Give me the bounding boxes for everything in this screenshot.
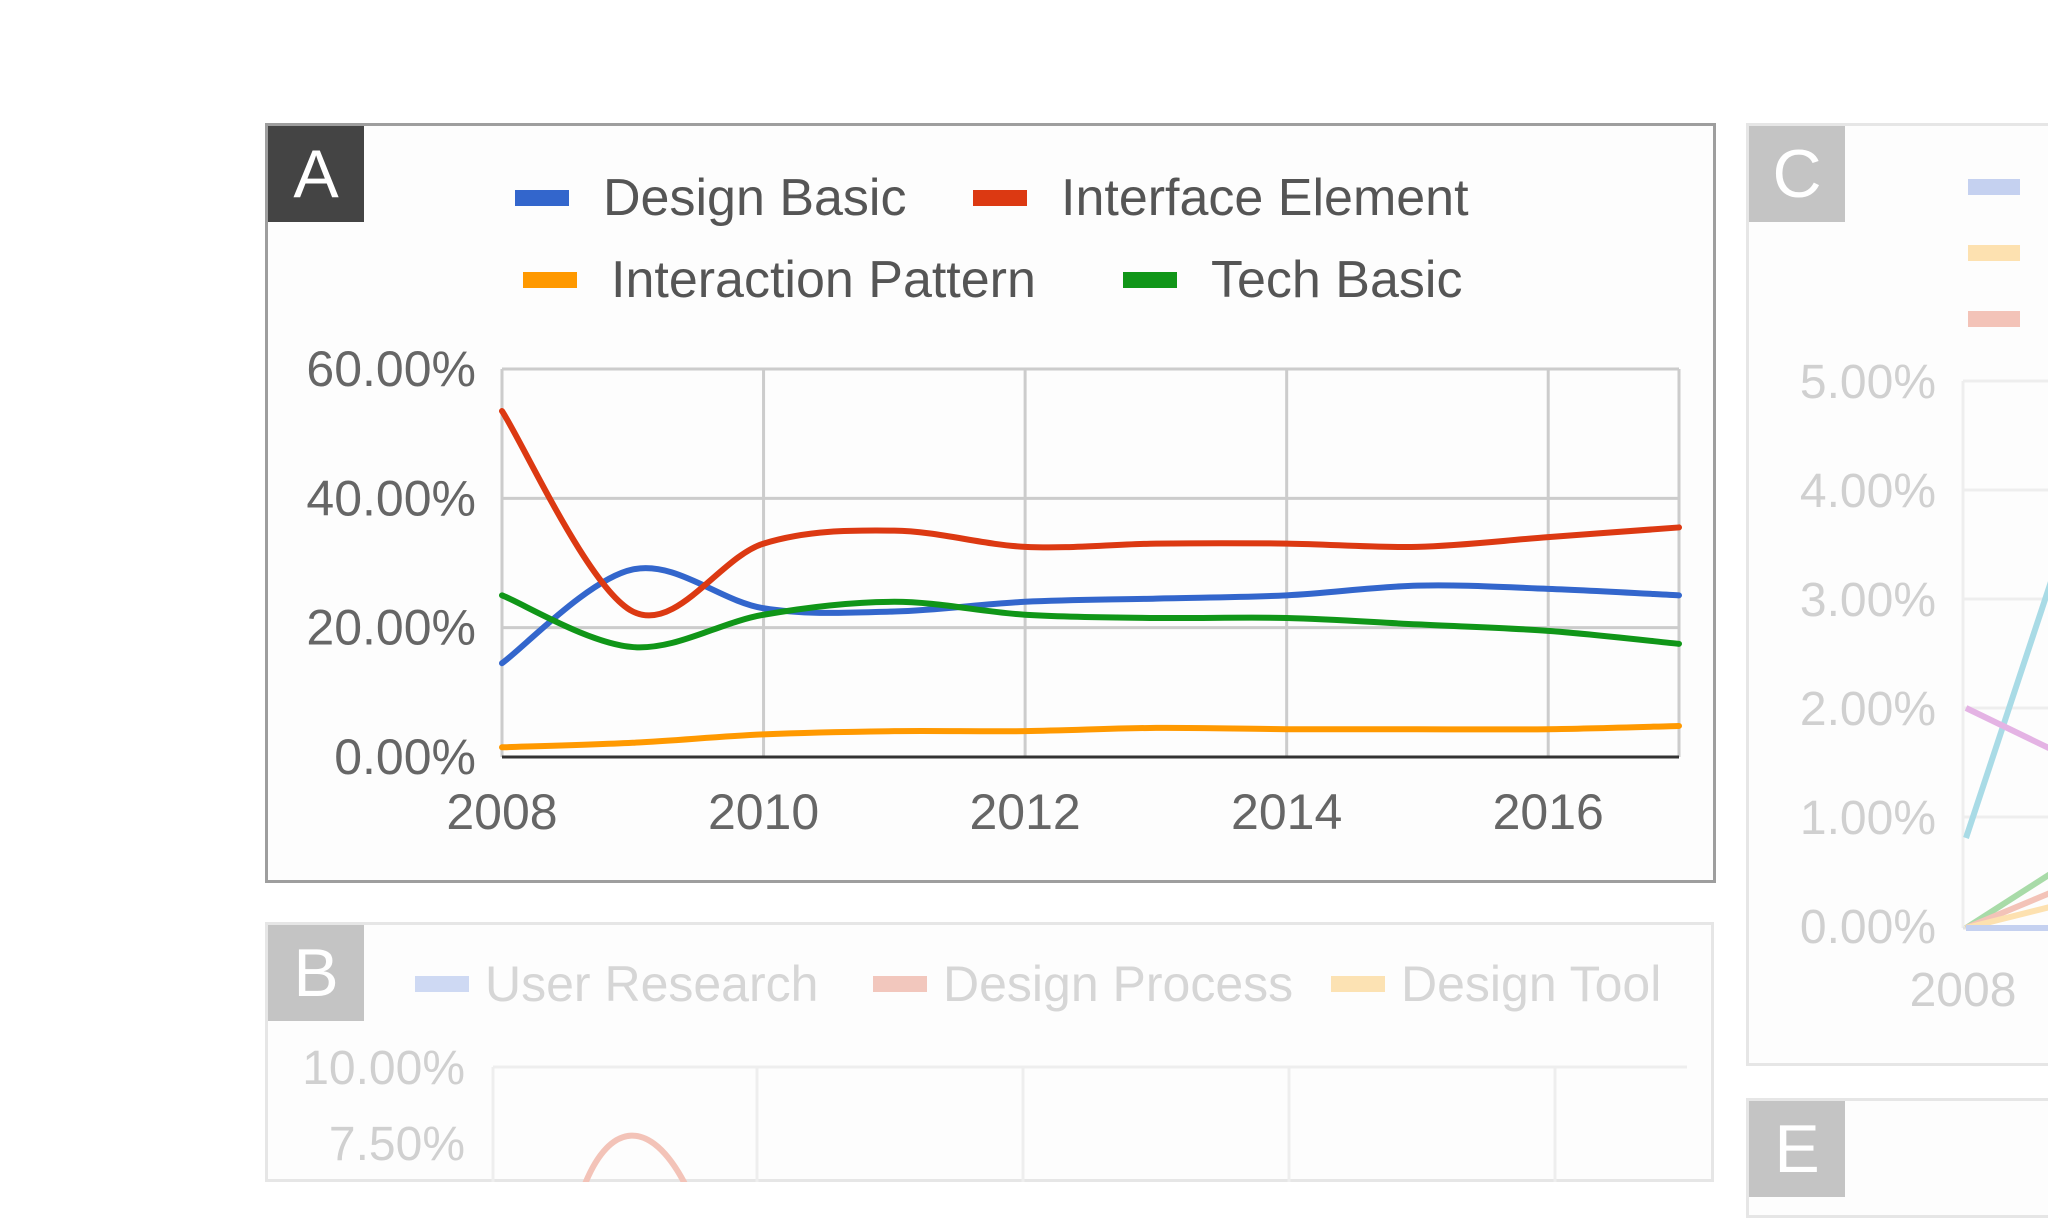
- legend-swatch: [973, 190, 1027, 206]
- legend-item-design-basic: Design Basic: [515, 168, 906, 228]
- legend-swatch: [515, 190, 569, 206]
- panel-c: C 5.00% 4.00% 3.00% 2.00% 1.00% 0.00% 20…: [1746, 123, 2048, 1066]
- y-tick-label: 0.00%: [1800, 901, 1936, 954]
- legend-label: Tech Basic: [1211, 251, 1463, 309]
- legend-swatch: [1123, 272, 1177, 288]
- y-tick-label: 7.50%: [329, 1118, 465, 1171]
- series-line: [1964, 705, 2048, 751]
- series-line: [1963, 581, 2048, 839]
- series-line: [1964, 871, 2048, 931]
- panel-e-label: E: [1749, 1101, 1845, 1197]
- legend-swatch: [873, 976, 927, 992]
- legend-swatch: [1968, 311, 2020, 327]
- series-line: [1964, 890, 2048, 931]
- legend-label: Design Basic: [603, 169, 907, 227]
- legend-item-interaction-pattern: Interaction Pattern: [523, 250, 1036, 310]
- panel-b-plot: 10.00% 7.50%: [302, 1042, 1687, 1182]
- series-line: [1965, 904, 2048, 931]
- legend-label: Interface Element: [1061, 169, 1469, 227]
- panel-e: E: [1746, 1098, 2048, 1218]
- panel-c-label: C: [1749, 126, 1845, 222]
- y-tick-label: 10.00%: [302, 1042, 465, 1095]
- legend-label: Design Process: [943, 956, 1294, 1012]
- panel-a-label: A: [268, 126, 364, 222]
- x-tick-label: 2008: [1910, 964, 2017, 1017]
- y-tick-label: 1.00%: [1800, 792, 1936, 845]
- y-tick-label: 3.00%: [1800, 574, 1936, 627]
- y-tick-label: 4.00%: [1800, 465, 1936, 518]
- y-tick-label: 5.00%: [1800, 356, 1936, 409]
- legend-item-tech-basic: Tech Basic: [1123, 250, 1462, 310]
- legend-swatch: [1331, 976, 1385, 992]
- legend-swatch: [415, 976, 469, 992]
- y-tick-label: 2.00%: [1800, 683, 1936, 736]
- design-process-line: [582, 1132, 688, 1182]
- legend-item-interface-element: Interface Element: [973, 168, 1469, 228]
- legend-item-design-process: Design Process: [873, 955, 1293, 1013]
- panel-a: A Design Basic Interface Element Interac…: [265, 123, 1716, 883]
- panel-c-plot: 5.00% 4.00% 3.00% 2.00% 1.00% 0.00% 2008: [1800, 356, 2048, 1017]
- legend-swatch: [1968, 245, 2020, 261]
- legend-swatch: [523, 272, 577, 288]
- legend-item-design-tool: Design Tool: [1331, 955, 1661, 1013]
- legend-swatch: [1968, 179, 2020, 195]
- legend-item-user-research: User Research: [415, 955, 818, 1013]
- panel-b: B User Research Design Process Design To…: [265, 922, 1714, 1182]
- legend-label: Interaction Pattern: [611, 251, 1036, 309]
- legend-label: User Research: [485, 956, 819, 1012]
- legend-label: Design Tool: [1401, 956, 1662, 1012]
- panel-b-label: B: [268, 925, 364, 1021]
